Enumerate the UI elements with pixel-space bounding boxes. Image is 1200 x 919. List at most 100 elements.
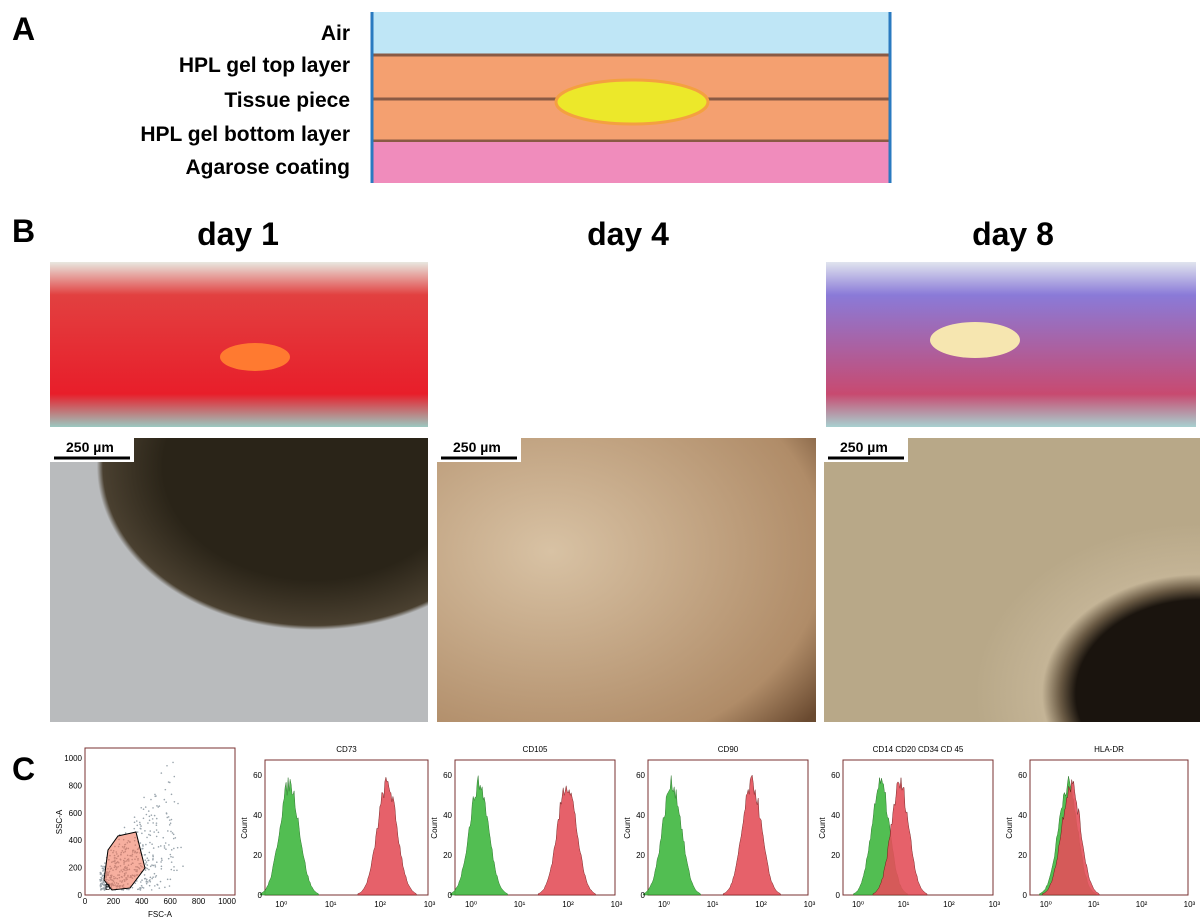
- event-dot: [151, 878, 153, 880]
- x-tick-label: 10¹: [898, 900, 910, 909]
- event-dot: [128, 889, 130, 891]
- event-dot: [150, 799, 152, 801]
- event-dot: [174, 801, 176, 803]
- event-dot: [103, 888, 105, 890]
- event-dot: [170, 831, 172, 833]
- y-tick-label: 20: [636, 851, 645, 860]
- axis-label: Count: [240, 817, 249, 839]
- event-dot: [161, 866, 163, 868]
- y-tick-label: 20: [443, 851, 452, 860]
- event-dot: [170, 879, 172, 881]
- x-tick-label: 10⁰: [465, 900, 477, 909]
- event-dot: [102, 868, 104, 870]
- y-tick-label: 60: [831, 771, 840, 780]
- y-tick-label: 0: [836, 891, 841, 900]
- x-tick-label: 10⁰: [1040, 900, 1052, 909]
- event-dot: [165, 789, 167, 791]
- event-dot: [100, 877, 102, 879]
- event-dot: [180, 847, 182, 849]
- panel-label: B: [12, 213, 35, 249]
- x-tick-label: 200: [107, 897, 121, 906]
- y-tick-label: 0: [448, 891, 453, 900]
- histogram-title: CD73: [336, 745, 357, 754]
- x-tick-label: 10²: [374, 900, 386, 909]
- event-dot: [140, 825, 142, 827]
- event-dot: [146, 857, 148, 859]
- x-tick-label: 10¹: [325, 900, 337, 909]
- event-dot: [152, 856, 154, 858]
- event-dot: [156, 861, 158, 863]
- x-tick-label: 10¹: [707, 900, 719, 909]
- event-dot: [147, 881, 149, 883]
- event-dot: [122, 889, 124, 891]
- event-dot: [150, 835, 152, 837]
- event-dot: [149, 885, 151, 887]
- y-tick-label: 40: [253, 811, 262, 820]
- x-tick-label: 10⁰: [658, 900, 670, 909]
- x-tick-label: 10⁰: [852, 900, 864, 909]
- event-dot: [141, 848, 143, 850]
- x-tick-label: 10³: [1184, 900, 1196, 909]
- y-tick-label: 40: [1018, 811, 1027, 820]
- event-dot: [146, 883, 148, 885]
- event-dot: [173, 848, 175, 850]
- event-dot: [167, 879, 169, 881]
- x-tick-label: 10²: [562, 900, 574, 909]
- y-tick-label: 40: [636, 811, 645, 820]
- event-dot: [153, 865, 155, 867]
- event-dot: [158, 846, 160, 848]
- event-dot: [156, 805, 158, 807]
- event-dot: [147, 822, 149, 824]
- axis-label: Count: [1005, 817, 1014, 839]
- event-dot: [125, 832, 127, 834]
- axis-label: Count: [623, 817, 632, 839]
- event-dot: [143, 797, 145, 799]
- event-dot: [157, 884, 159, 886]
- event-dot: [154, 864, 156, 866]
- y-tick-label: 0: [258, 891, 263, 900]
- event-dot: [171, 861, 173, 863]
- layer-label: Tissue piece: [224, 89, 350, 112]
- event-dot: [145, 859, 147, 861]
- event-dot: [102, 882, 104, 884]
- event-dot: [134, 821, 136, 823]
- event-dot: [146, 879, 148, 881]
- y-tick-label: 40: [831, 811, 840, 820]
- micrograph: [50, 438, 1200, 722]
- event-dot: [165, 848, 167, 850]
- figure: A B C Air HPL gel top layer Tissue piece…: [0, 0, 1200, 919]
- event-dot: [138, 888, 140, 890]
- y-tick-label: 800: [69, 781, 83, 790]
- y-tick-label: 20: [831, 851, 840, 860]
- event-dot: [133, 828, 135, 830]
- axis-label: Count: [430, 817, 439, 839]
- event-dot: [140, 889, 142, 891]
- event-dot: [100, 872, 102, 874]
- event-dot: [140, 888, 142, 890]
- event-dot: [143, 808, 145, 810]
- event-dot: [154, 885, 156, 887]
- day-label: day 1: [197, 216, 279, 252]
- x-tick-label: 10¹: [514, 900, 526, 909]
- histogram-title: CD105: [523, 745, 548, 754]
- y-tick-label: 60: [1018, 771, 1027, 780]
- event-dot: [149, 880, 151, 882]
- scale-label: 250 µm: [66, 439, 114, 455]
- event-dot: [170, 822, 172, 824]
- y-tick-label: 20: [253, 851, 262, 860]
- event-dot: [146, 861, 148, 863]
- event-dot: [144, 854, 146, 856]
- event-dot: [172, 832, 174, 834]
- event-dot: [169, 819, 171, 821]
- gate-label: B: [105, 883, 110, 892]
- histogram-title: CD14 CD20 CD34 CD 45: [873, 745, 964, 754]
- event-dot: [142, 844, 144, 846]
- event-dot: [159, 805, 161, 807]
- event-dot: [173, 834, 175, 836]
- event-dot: [154, 873, 156, 875]
- histogram-title: HLA-DR: [1094, 745, 1124, 754]
- x-tick-label: 10³: [989, 900, 1001, 909]
- event-dot: [152, 822, 154, 824]
- event-dot: [149, 820, 151, 822]
- event-dot: [149, 816, 151, 818]
